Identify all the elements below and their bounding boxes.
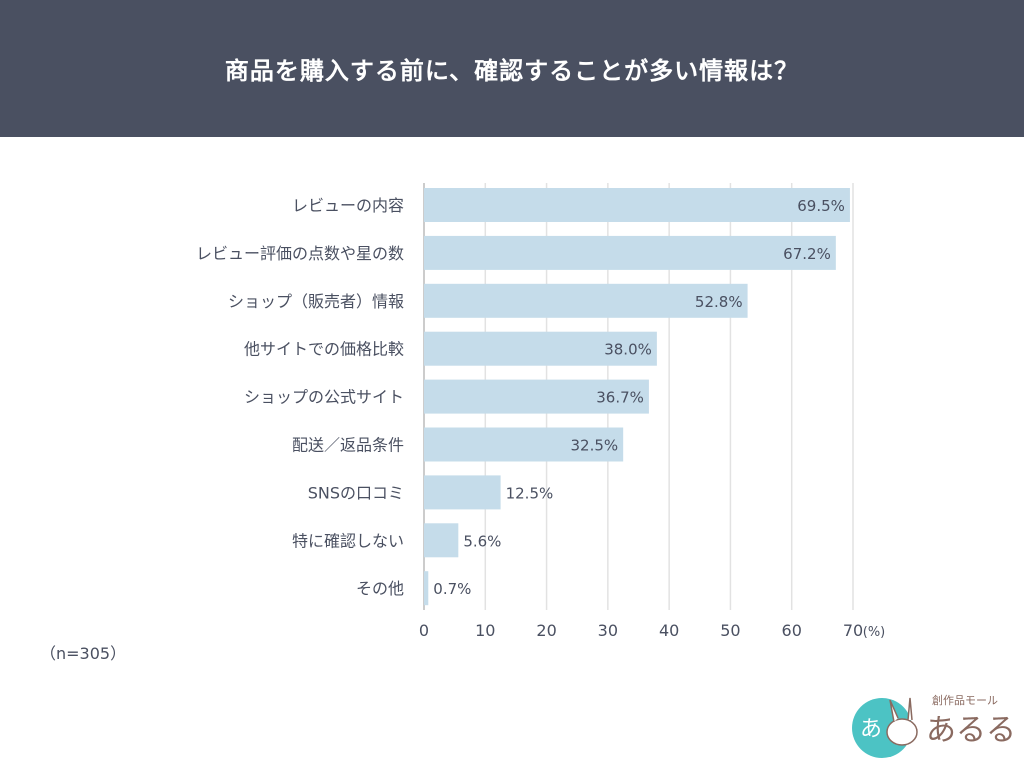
- x-tick-label: 60: [782, 621, 802, 640]
- bar: [424, 379, 649, 414]
- data-label: 12.5%: [506, 484, 554, 502]
- data-label: 38.0%: [604, 341, 652, 359]
- data-label: 36.7%: [596, 389, 644, 407]
- category-label: ショップの公式サイト: [244, 388, 404, 407]
- chart-title: 商品を購入する前に、確認することが多い情報は？: [224, 57, 800, 85]
- data-label: 32.5%: [571, 437, 619, 455]
- data-label: 5.6%: [463, 532, 501, 550]
- bar: [424, 571, 429, 606]
- category-label: 特に確認しない: [292, 531, 404, 550]
- svg-text:創作品モール: 創作品モール: [932, 693, 998, 707]
- data-label: 69.5%: [797, 197, 845, 215]
- x-axis-unit: (%): [863, 625, 886, 640]
- x-tick-label: 0: [419, 621, 429, 640]
- bar: [424, 283, 748, 318]
- x-tick-label: 40: [659, 621, 679, 640]
- category-label: 配送／返品条件: [292, 436, 404, 455]
- bar: [424, 427, 624, 462]
- x-tick-label: 70: [843, 621, 863, 640]
- bar: [424, 523, 459, 558]
- x-tick-label: 30: [598, 621, 618, 640]
- bar: [424, 331, 657, 366]
- category-label: 他サイトでの価格比較: [244, 340, 404, 359]
- arulu-logo: あ 創作品モール あるる: [852, 693, 1016, 758]
- category-label: その他: [356, 579, 404, 598]
- data-label: 52.8%: [695, 293, 743, 311]
- category-label: レビューの内容: [292, 196, 404, 215]
- category-label: SNSの口コミ: [308, 483, 404, 502]
- x-tick-label: 20: [536, 621, 556, 640]
- bar: [424, 475, 501, 510]
- sample-size-note: （n=305）: [40, 644, 127, 663]
- data-label: 67.2%: [783, 245, 831, 263]
- svg-text:あ: あ: [860, 717, 882, 742]
- bar: [424, 235, 836, 270]
- title-banner: 商品を購入する前に、確認することが多い情報は？: [0, 0, 1024, 137]
- x-tick-label: 10: [475, 621, 495, 640]
- data-label: 0.7%: [433, 580, 471, 598]
- x-tick-label: 50: [720, 621, 740, 640]
- svg-text:あるる: あるる: [926, 713, 1016, 748]
- category-label: レビュー評価の点数や星の数: [196, 244, 404, 263]
- category-label: ショップ（販売者）情報: [228, 292, 404, 311]
- bar: [424, 188, 850, 222]
